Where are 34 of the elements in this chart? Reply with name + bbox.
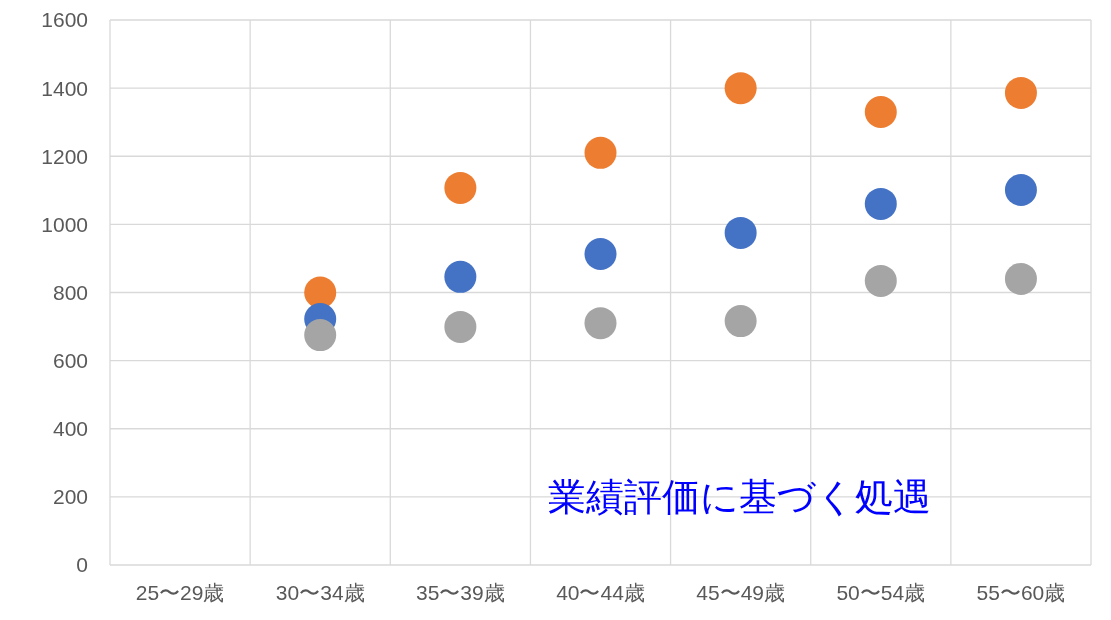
y-tick-label: 200 [52, 485, 88, 509]
point [1004, 76, 1037, 109]
x-tick-label: 40〜44歳 [556, 580, 645, 604]
annotation: 業績評価に基づく処遇 [548, 474, 931, 521]
y-tick-label: 1200 [41, 144, 88, 168]
x-tick-label: 25〜29歳 [135, 580, 225, 604]
point [304, 276, 337, 309]
y-tick-label: 1000 [41, 212, 88, 236]
y-tick-label: 0 [76, 553, 88, 577]
y-tick-label: 1400 [41, 76, 88, 100]
x-tick-label: 55〜60歳 [976, 580, 1066, 604]
x-tick-label: 45〜49歳 [696, 580, 785, 604]
point [304, 319, 337, 352]
y-tick-label: 1600 [41, 8, 88, 32]
y-tick-label: 400 [52, 417, 88, 441]
y-tick-label: 800 [52, 280, 88, 304]
point [584, 307, 617, 340]
point [724, 216, 757, 249]
point [724, 72, 757, 105]
point [864, 187, 897, 220]
y-tick-label: 600 [52, 349, 88, 373]
x-tick-label: 35〜39歳 [416, 580, 505, 604]
x-tick-label: 30〜34歳 [275, 580, 365, 604]
point [1004, 173, 1037, 206]
point [584, 238, 617, 271]
point [724, 305, 757, 338]
x-tick-label: 50〜54歳 [836, 580, 926, 604]
point [444, 171, 477, 204]
point [864, 95, 897, 128]
point [584, 136, 617, 169]
point [444, 260, 477, 293]
point [1004, 262, 1037, 295]
point [864, 264, 897, 297]
point [444, 310, 477, 343]
